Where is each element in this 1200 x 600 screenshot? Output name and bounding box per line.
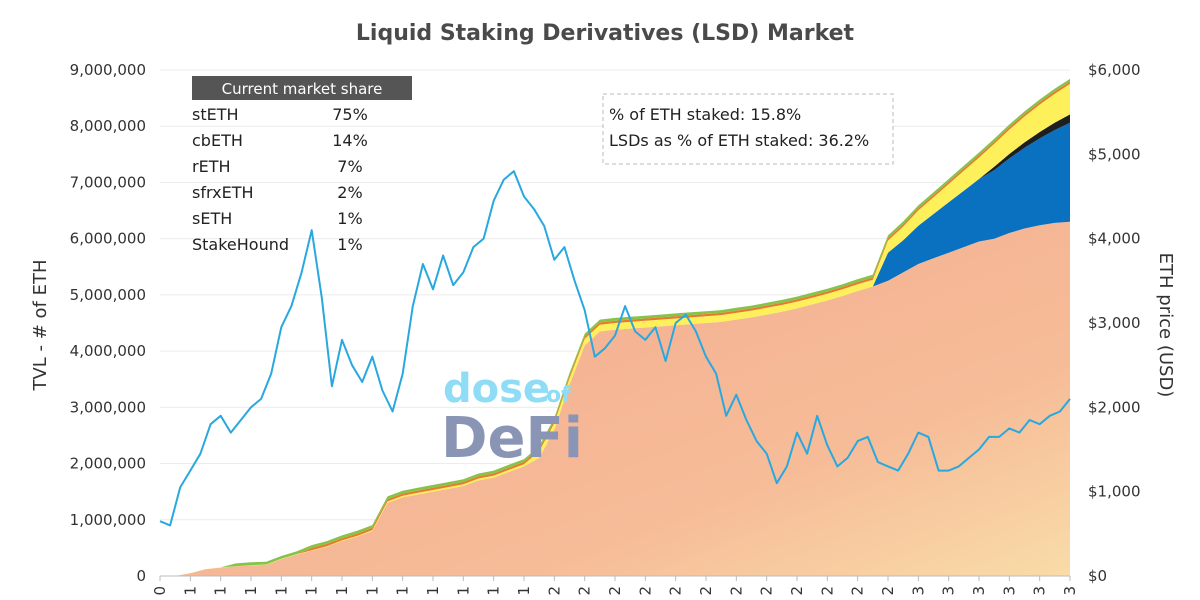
staking-annotation-box: % of ETH staked: 15.8% LSDs as % of ETH … <box>602 93 894 165</box>
share-label: sfrxETH <box>192 183 254 202</box>
share-label: stETH <box>192 105 239 124</box>
share-value: 2% <box>337 183 362 202</box>
watermark-dose: dose <box>443 366 550 412</box>
market-share-header-bg <box>192 76 412 100</box>
left-tick-label: 6,000,000 <box>70 230 146 248</box>
left-tick-label: 9,000,000 <box>70 61 146 79</box>
right-tick-label: $6,000 <box>1088 61 1141 79</box>
chart-title: Liquid Staking Derivatives (LSD) Market <box>356 21 855 46</box>
right-tick-label: $3,000 <box>1088 314 1141 332</box>
watermark-logo: dose of DeFi <box>441 366 583 471</box>
x-tick-label: 2 <box>545 586 563 596</box>
x-tick-label: 1 <box>394 586 412 596</box>
right-tick-label: $5,000 <box>1088 145 1141 163</box>
left-tick-label: 2,000,000 <box>70 455 146 473</box>
x-tick-label: 1 <box>424 586 442 596</box>
x-tick-label: 3 <box>1000 586 1018 596</box>
x-tick-label: 3 <box>940 586 958 596</box>
x-tick-label: 2 <box>606 586 624 596</box>
right-tick-label: $4,000 <box>1088 230 1141 248</box>
share-value: 14% <box>332 131 368 150</box>
x-tick-label: 1 <box>454 586 472 596</box>
annotation-border <box>602 93 894 165</box>
x-tick-label: 2 <box>758 586 776 596</box>
x-tick-label: 1 <box>515 586 533 596</box>
stacked-areas <box>160 78 1070 577</box>
right-tick-label: $0 <box>1088 567 1107 585</box>
right-tick-label: $1,000 <box>1088 483 1141 501</box>
x-tick-label: 2 <box>849 586 867 596</box>
share-value: 7% <box>337 157 362 176</box>
share-value: 1% <box>337 235 362 254</box>
x-tick-label: 3 <box>970 586 988 596</box>
eth-price-series <box>159 170 1071 527</box>
left-tick-label: 4,000,000 <box>70 342 146 360</box>
left-tick-label: 0 <box>136 567 146 585</box>
market-share-rows: stETH 75% cbETH 14% rETH 7% sfrxETH 2% sETH 1% Sta… <box>192 105 368 254</box>
market-share-table: Current market share stETH 75% cbETH 14% rET… <box>192 76 412 254</box>
watermark-of: of <box>546 383 571 408</box>
x-tick-label: 2 <box>727 586 745 596</box>
x-tick-label: 3 <box>1031 586 1049 596</box>
left-tick-label: 8,000,000 <box>70 117 146 135</box>
gridlines <box>160 69 1070 521</box>
y-axis-label-right: ETH price (USD) <box>1155 253 1176 398</box>
x-tick-label: 2 <box>576 586 594 596</box>
market-share-header: Current market share <box>222 80 383 98</box>
left-axis-ticks: 0 1,000,000 2,000,000 3,000,000 4,000,000 5,0… <box>70 61 146 585</box>
area-steth <box>160 221 1070 577</box>
x-tick-label: 0 <box>151 586 169 596</box>
share-value: 1% <box>337 209 362 228</box>
watermark-defi: DeFi <box>441 406 583 471</box>
x-tick-label: 2 <box>667 586 685 596</box>
x-tick-label: 3 <box>909 586 927 596</box>
x-tick-label: 1 <box>181 586 199 596</box>
x-tick-label: 1 <box>363 586 381 596</box>
x-tick-label: 2 <box>788 586 806 596</box>
x-axis-ticks: 0 1 1 1 1 1 1 1 1 1 1 1 1 2 2 2 2 2 2 2 2 2 2 2 2 3 3 3 3 3 3 <box>151 576 1079 596</box>
x-tick-label: 1 <box>485 586 503 596</box>
share-label: StakeHound <box>192 235 289 254</box>
x-tick-label: 1 <box>212 586 230 596</box>
x-tick-label: 2 <box>879 586 897 596</box>
left-tick-label: 1,000,000 <box>70 511 146 529</box>
y-axis-label-left: TVL - # of ETH <box>30 259 51 391</box>
right-tick-label: $2,000 <box>1088 398 1141 416</box>
x-tick-label: 1 <box>272 586 290 596</box>
x-tick-label: 1 <box>333 586 351 596</box>
x-tick-label: 1 <box>242 586 260 596</box>
left-tick-label: 7,000,000 <box>70 173 146 191</box>
right-axis-ticks: $0 $1,000 $2,000 $3,000 $4,000 $5,000 $6,000 <box>1088 61 1141 585</box>
annotation-eth-staked: % of ETH staked: 15.8% <box>609 105 801 124</box>
left-tick-label: 3,000,000 <box>70 398 146 416</box>
eth-price-line <box>159 170 1071 527</box>
x-tick-label: 2 <box>697 586 715 596</box>
annotation-lsd-share: LSDs as % of ETH staked: 36.2% <box>609 131 869 150</box>
x-tick-label: 2 <box>818 586 836 596</box>
left-tick-label: 5,000,000 <box>70 286 146 304</box>
x-tick-label: 1 <box>303 586 321 596</box>
x-tick-label: 3 <box>1061 586 1079 596</box>
share-label: rETH <box>192 157 231 176</box>
x-tick-label: 2 <box>636 586 654 596</box>
share-value: 75% <box>332 105 368 124</box>
share-label: sETH <box>192 209 232 228</box>
share-label: cbETH <box>192 131 243 150</box>
